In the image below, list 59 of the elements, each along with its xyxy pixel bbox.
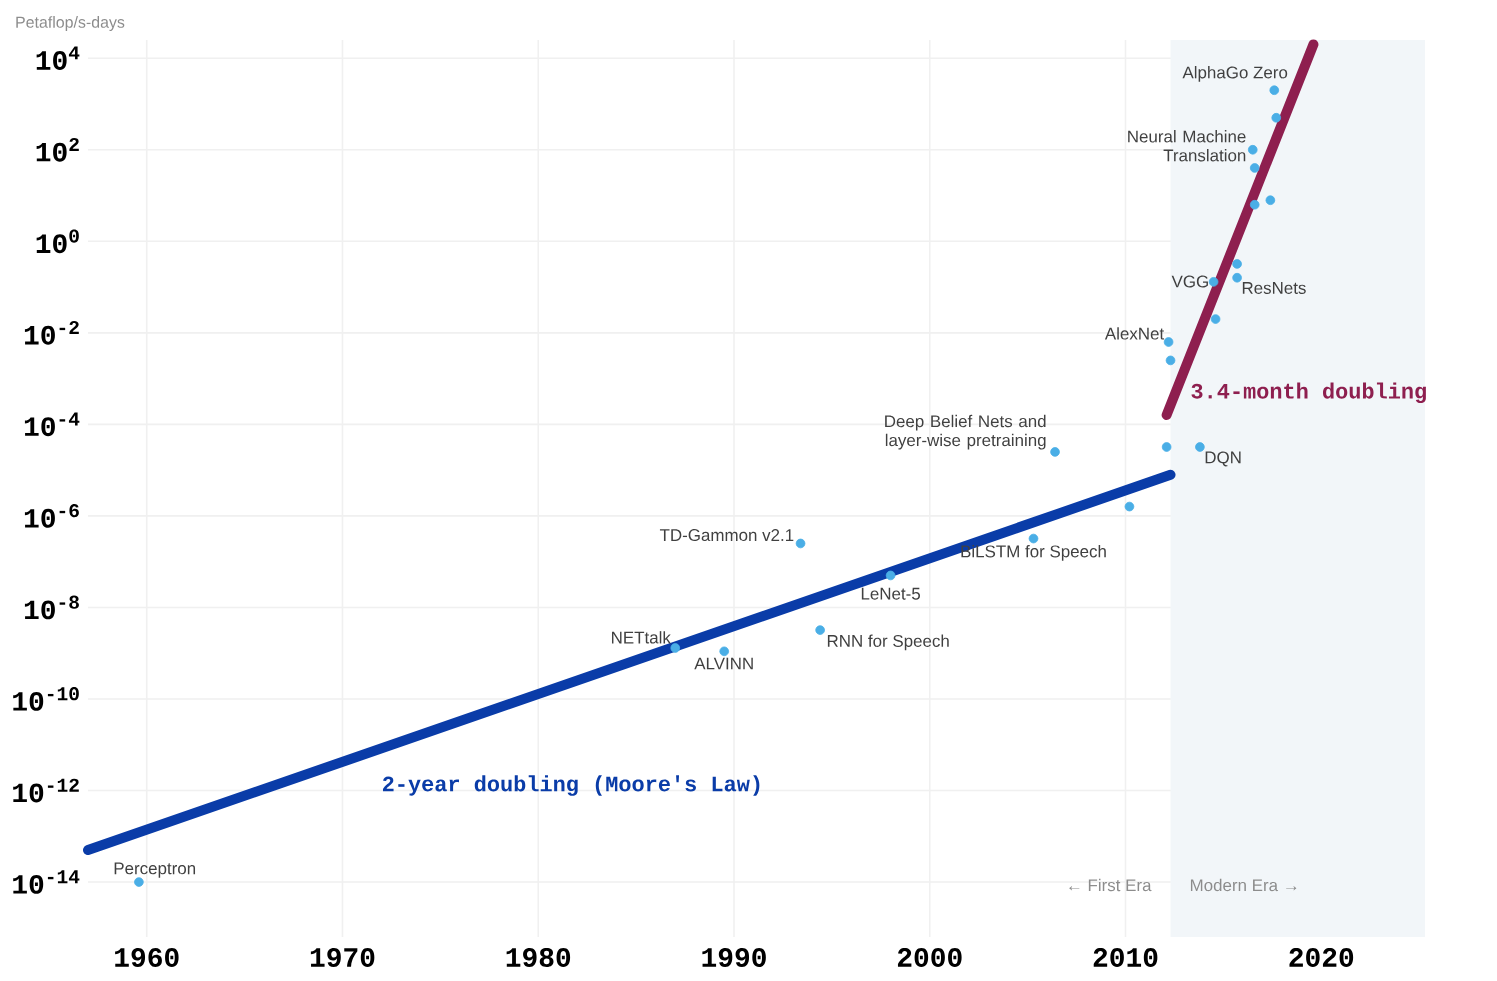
x-tick-label: 1960 <box>115 948 179 967</box>
annotation: DQN <box>1205 451 1241 467</box>
point <box>1269 85 1280 96</box>
annotation: AlexNet <box>1104 327 1165 340</box>
annotation: TD-Gammon v2.1 <box>659 529 794 542</box>
point <box>885 570 896 581</box>
y-tick-label: 10$^{-14}$ <box>13 870 80 894</box>
x-tick-label: 1970 <box>310 948 375 967</box>
point <box>1232 259 1242 269</box>
point <box>134 877 144 887</box>
x-tick-label: 2010 <box>1093 948 1158 967</box>
y-tick-label: 10$^{-10}$ <box>13 687 79 711</box>
point <box>1271 112 1282 123</box>
point <box>1210 314 1221 324</box>
series-label: 3.4-month doubling <box>1191 382 1426 404</box>
annotation: Modern Era → <box>1190 878 1297 892</box>
point <box>1265 195 1276 206</box>
y-tick-label: 10$^{-12}$ <box>13 778 79 803</box>
annotation: Deep Belief Nets and layer-wise pretraining <box>885 414 1046 450</box>
point <box>1249 163 1260 173</box>
point <box>670 643 681 653</box>
annotation: ResNets <box>1242 282 1306 294</box>
annotation: VGG <box>1171 275 1208 288</box>
x-tick-label: 2020 <box>1289 948 1354 967</box>
point <box>1232 272 1242 283</box>
annotation: RNN for Speech <box>827 634 949 651</box>
annotation: BiLSTM for Speech <box>961 544 1106 561</box>
point <box>1249 199 1260 210</box>
point <box>1050 447 1060 457</box>
point <box>1165 355 1176 366</box>
annotation: ← First Era <box>1069 878 1152 892</box>
y-axis-title: Petaflop/s-days <box>16 16 125 31</box>
point <box>1124 501 1135 512</box>
y-tick-label: 10$^{-2}$ <box>24 320 79 345</box>
y-tick-label: 10$^{-8}$ <box>24 595 79 620</box>
annotation: Neural Machine Translation <box>1128 130 1246 162</box>
x-tick-label: 1990 <box>702 948 766 967</box>
x-tick-label: 1980 <box>506 948 571 967</box>
annotation: ALVINN <box>694 657 753 670</box>
point <box>815 625 825 635</box>
series-label: 2-year doubling (Moore's Law) <box>382 775 760 796</box>
annotation: Perceptron <box>114 862 196 878</box>
y-tick-label: 10$^{-4}$ <box>24 412 80 437</box>
y-tick-label: 10$^{0}$ <box>36 229 79 254</box>
annotation: LeNet-5 <box>861 587 921 600</box>
point <box>1195 442 1205 452</box>
y-tick-label: 10$^{4}$ <box>36 46 80 70</box>
point <box>1247 144 1258 155</box>
point <box>795 538 806 549</box>
y-tick-label: 10$^{2}$ <box>36 137 79 162</box>
annotation: NETtalk <box>612 631 671 644</box>
point <box>1163 337 1174 347</box>
y-tick-label: 10$^{-6}$ <box>24 504 79 528</box>
x-tick-label: 2000 <box>897 948 962 967</box>
annotation: AlphaGo Zero <box>1182 66 1288 82</box>
point <box>1161 442 1172 452</box>
point <box>719 646 730 657</box>
point <box>1208 277 1219 287</box>
point <box>1028 533 1039 544</box>
